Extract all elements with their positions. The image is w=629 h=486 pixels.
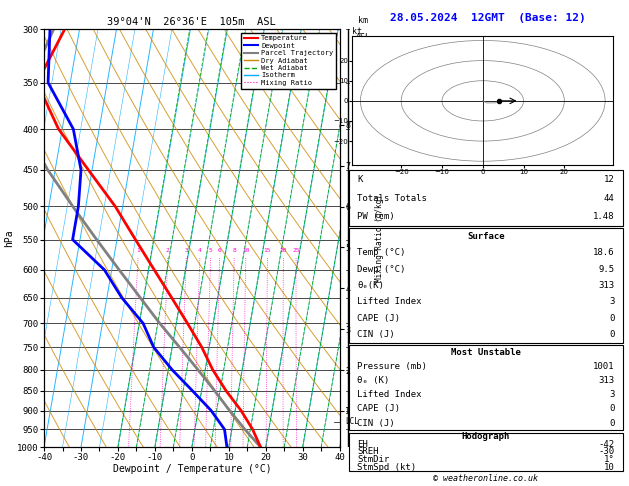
Text: 20: 20 [280,248,287,253]
Text: 0: 0 [609,404,615,414]
Text: Temp (°C): Temp (°C) [357,248,406,258]
Text: 15: 15 [264,248,271,253]
Text: 1°: 1° [604,455,615,464]
Text: Dewp (°C): Dewp (°C) [357,265,406,274]
Text: K: K [357,175,363,184]
Y-axis label: hPa: hPa [4,229,14,247]
Text: 3: 3 [609,297,615,306]
Text: kt: kt [352,27,362,35]
Text: Totals Totals: Totals Totals [357,193,427,203]
Text: SREH: SREH [357,448,379,456]
Text: 6: 6 [218,248,221,253]
Text: 28.05.2024  12GMT  (Base: 12): 28.05.2024 12GMT (Base: 12) [389,13,586,23]
Text: 1.48: 1.48 [593,212,615,221]
Text: θₑ(K): θₑ(K) [357,281,384,290]
Text: Lifted Index: Lifted Index [357,390,422,399]
Text: Hodograph: Hodograph [462,432,510,441]
Text: CIN (J): CIN (J) [357,330,395,339]
Title: 39°04'N  26°36'E  105m  ASL: 39°04'N 26°36'E 105m ASL [108,17,276,27]
Text: 10: 10 [242,248,250,253]
Text: 313: 313 [598,376,615,385]
Text: -42: -42 [598,440,615,449]
Text: Surface: Surface [467,232,504,241]
Text: 10: 10 [604,463,615,472]
Text: 1: 1 [136,248,140,253]
Text: CAPE (J): CAPE (J) [357,313,400,323]
Text: StmSpd (kt): StmSpd (kt) [357,463,416,472]
Text: CIN (J): CIN (J) [357,418,395,428]
Text: CAPE (J): CAPE (J) [357,404,400,414]
Text: 5: 5 [209,248,213,253]
Text: 18.6: 18.6 [593,248,615,258]
X-axis label: Dewpoint / Temperature (°C): Dewpoint / Temperature (°C) [113,465,271,474]
Text: 9.5: 9.5 [598,265,615,274]
Text: 0: 0 [609,313,615,323]
Text: 313: 313 [598,281,615,290]
Text: 1001: 1001 [593,362,615,371]
Text: 8: 8 [232,248,236,253]
Text: 44: 44 [604,193,615,203]
Text: θₑ (K): θₑ (K) [357,376,389,385]
Text: LCL: LCL [345,417,359,426]
Legend: Temperature, Dewpoint, Parcel Trajectory, Dry Adiabat, Wet Adiabat, Isotherm, Mi: Temperature, Dewpoint, Parcel Trajectory… [241,33,336,88]
Text: Lifted Index: Lifted Index [357,297,422,306]
Text: 25: 25 [292,248,300,253]
Text: EH: EH [357,440,368,449]
Text: StmDir: StmDir [357,455,389,464]
Text: 3: 3 [609,390,615,399]
Text: ASL: ASL [356,34,371,42]
Text: PW (cm): PW (cm) [357,212,395,221]
Text: -30: -30 [598,448,615,456]
Text: km: km [359,16,369,25]
Text: 3: 3 [184,248,188,253]
Text: 0: 0 [609,418,615,428]
Text: Pressure (mb): Pressure (mb) [357,362,427,371]
Text: © weatheronline.co.uk: © weatheronline.co.uk [433,474,538,483]
Text: 0: 0 [609,330,615,339]
Text: 4: 4 [198,248,202,253]
Y-axis label: Mixing Ratio (g/kg): Mixing Ratio (g/kg) [376,194,384,282]
Text: Most Unstable: Most Unstable [451,347,521,357]
Text: 12: 12 [604,175,615,184]
Text: 2: 2 [166,248,170,253]
